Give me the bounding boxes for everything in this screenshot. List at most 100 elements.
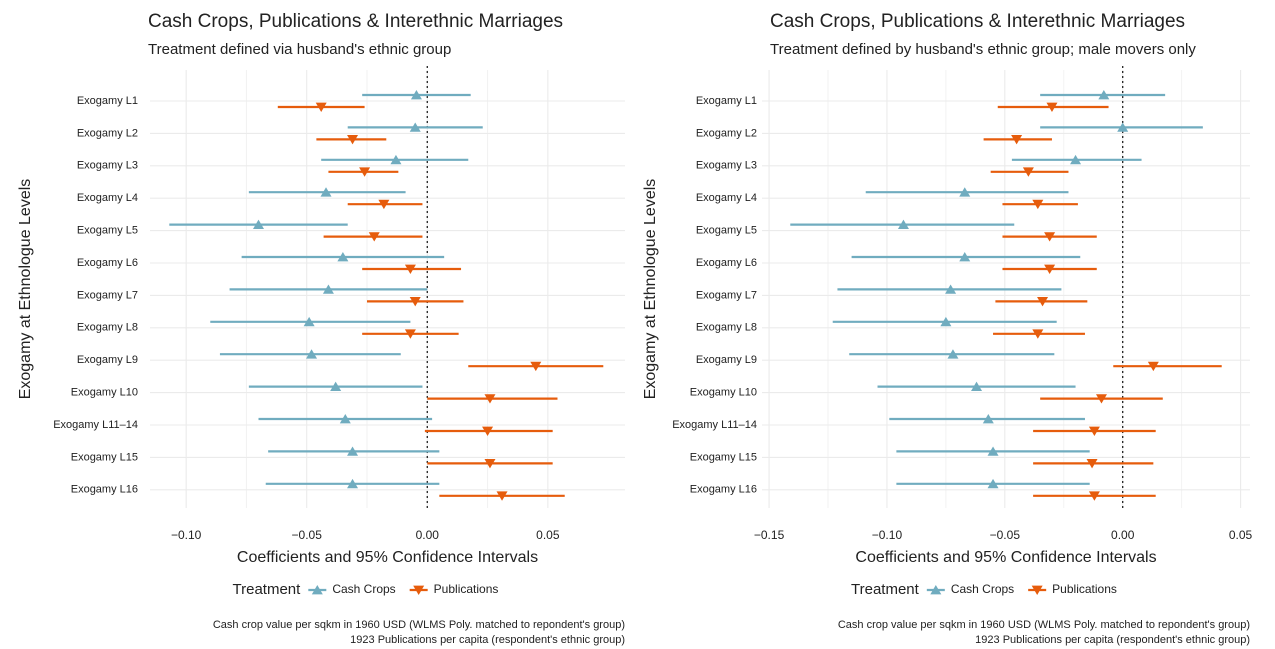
point — [1088, 426, 1100, 436]
y-tick-label: Exogamy L16 — [71, 484, 138, 496]
legend-swatch — [311, 585, 323, 595]
y-tick-label: Exogamy L6 — [77, 257, 138, 269]
point — [987, 446, 999, 456]
y-tick-label: Exogamy L16 — [690, 484, 757, 496]
y-tick-label: Exogamy L6 — [696, 257, 757, 269]
chart-title: Cash Crops, Publications & Interethnic M… — [770, 11, 1185, 32]
point — [987, 478, 999, 489]
y-tick-label: Exogamy L2 — [77, 127, 138, 139]
point — [1032, 199, 1044, 210]
point — [1022, 167, 1034, 177]
y-tick-label: Exogamy L9 — [696, 354, 757, 366]
point — [404, 329, 416, 339]
legend-label: Cash Crops — [951, 582, 1014, 596]
y-tick-label: Exogamy L5 — [77, 225, 138, 237]
x-tick-label: 0.00 — [416, 528, 440, 542]
point — [1044, 232, 1056, 242]
x-tick-label: −0.05 — [990, 528, 1021, 542]
point — [253, 219, 265, 229]
point — [1147, 361, 1159, 372]
x-tick-label: −0.05 — [292, 528, 323, 542]
y-tick-label: Exogamy L10 — [690, 387, 757, 399]
point — [315, 102, 327, 112]
legend-label: Publications — [1052, 582, 1117, 596]
point — [359, 167, 371, 177]
point — [1037, 297, 1049, 307]
point — [306, 349, 318, 359]
legend-label: Publications — [434, 582, 499, 596]
y-tick-label: Exogamy L3 — [696, 160, 757, 172]
caption: Cash crop value per sqkm in 1960 USD (WL… — [213, 619, 625, 631]
x-tick-label: −0.10 — [171, 528, 202, 542]
legend-title: Treatment — [233, 581, 302, 598]
point — [368, 232, 380, 242]
point — [945, 284, 957, 294]
y-tick-label: Exogamy L7 — [696, 289, 757, 301]
caption: 1923 Publications per capita (respondent… — [975, 634, 1250, 646]
y-tick-label: Exogamy L11–14 — [672, 419, 757, 431]
y-tick-label: Exogamy L7 — [77, 289, 138, 301]
point — [482, 426, 494, 436]
point — [496, 491, 508, 501]
point — [320, 187, 332, 197]
point — [897, 219, 909, 229]
x-tick-label: 0.05 — [536, 528, 560, 542]
x-tick-label: −0.15 — [754, 528, 785, 542]
x-tick-label: 0.00 — [1111, 528, 1135, 542]
point — [409, 122, 421, 132]
point — [409, 297, 421, 307]
point — [347, 478, 359, 489]
point — [484, 394, 496, 404]
point — [1095, 394, 1107, 404]
point — [959, 187, 971, 197]
chart-subtitle: Treatment defined by husband's ethnic gr… — [770, 41, 1196, 58]
point — [971, 381, 983, 391]
point — [959, 252, 971, 262]
y-tick-label: Exogamy L1 — [696, 95, 757, 107]
y-tick-label: Exogamy L15 — [690, 451, 757, 463]
y-axis-label: Exogamy at Ethnologue Levels — [17, 179, 34, 400]
y-tick-label: Exogamy L8 — [77, 322, 138, 334]
legend-label: Cash Crops — [332, 582, 395, 596]
point — [1117, 122, 1129, 132]
point — [410, 90, 422, 100]
y-tick-label: Exogamy L1 — [77, 95, 138, 107]
y-tick-label: Exogamy L3 — [77, 160, 138, 172]
point — [347, 446, 359, 456]
point — [1098, 90, 1110, 100]
point — [1032, 329, 1044, 339]
x-tick-label: −0.10 — [872, 528, 903, 542]
point — [1044, 264, 1056, 274]
y-tick-label: Exogamy L2 — [696, 127, 757, 139]
y-tick-label: Exogamy L8 — [696, 322, 757, 334]
x-axis-label: Coefficients and 95% Confidence Interval… — [237, 549, 538, 566]
y-tick-label: Exogamy L9 — [77, 354, 138, 366]
legend-title: Treatment — [851, 581, 920, 598]
point — [378, 199, 390, 210]
y-tick-label: Exogamy L5 — [696, 225, 757, 237]
point — [484, 459, 496, 469]
point — [982, 414, 994, 424]
point — [303, 316, 315, 327]
y-tick-label: Exogamy L4 — [696, 192, 757, 204]
point — [390, 154, 402, 165]
y-tick-label: Exogamy L11–14 — [53, 419, 138, 431]
y-tick-label: Exogamy L4 — [77, 192, 138, 204]
legend-swatch — [413, 585, 425, 595]
y-axis-label: Exogamy at Ethnologue Levels — [642, 179, 659, 400]
chart-subtitle: Treatment defined via husband's ethnic g… — [148, 41, 451, 58]
point — [404, 264, 416, 274]
point — [322, 284, 334, 294]
caption: 1923 Publications per capita (respondent… — [350, 634, 625, 646]
point — [947, 349, 959, 359]
point — [330, 381, 342, 391]
legend-swatch — [1031, 585, 1043, 595]
point — [337, 252, 349, 262]
x-tick-label: 0.05 — [1229, 528, 1253, 542]
point — [530, 361, 542, 372]
point — [339, 414, 351, 424]
point — [1070, 154, 1082, 165]
point — [347, 135, 359, 145]
point — [1086, 459, 1098, 469]
